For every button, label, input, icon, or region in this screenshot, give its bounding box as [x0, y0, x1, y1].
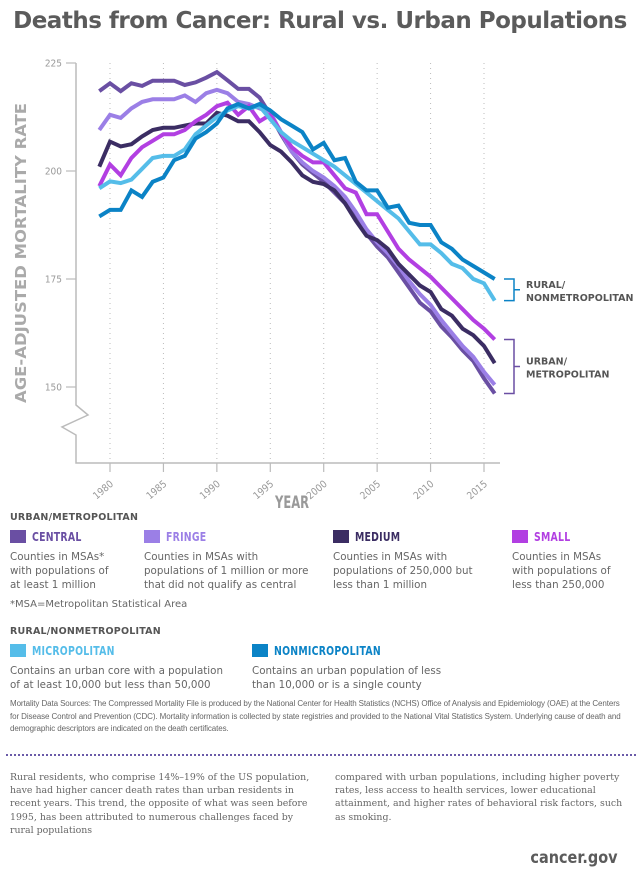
series-line-small	[97, 100, 497, 341]
legend-item-central: CENTRAL Counties in MSAs* with population…	[10, 528, 140, 592]
x-axis-label: YEAR	[274, 493, 309, 510]
annotations: RURAL/NONMETROPOLITAN URBAN/METROPOLITAN	[504, 278, 634, 395]
annotation-label: METROPOLITAN	[526, 369, 610, 380]
legend-swatch	[10, 530, 26, 544]
x-tick-label: 2015	[465, 479, 490, 502]
urban-legend-heading: URBAN/METROPOLITAN	[10, 512, 139, 523]
grid-lines	[109, 63, 485, 463]
legend-desc: Counties in MSAs with populations of less …	[512, 551, 611, 591]
axis-lines	[60, 63, 500, 464]
legend-item-small: SMALL Counties in MSAs with populations o…	[512, 528, 637, 592]
msa-footnote: *MSA=Metropolitan Statistical Area	[10, 599, 188, 610]
chart-title: Deaths from Cancer: Rural vs. Urban Popu…	[13, 8, 627, 34]
x-tick-label: 2005	[358, 479, 383, 502]
legend-name: NONMICROPOLITAN	[274, 643, 381, 658]
legend-name: FRINGE	[166, 529, 207, 544]
bracket	[504, 278, 520, 302]
legend-swatch	[333, 530, 349, 544]
legend-item-fringe: FRINGE Counties in MSAs with populations …	[144, 528, 324, 592]
legend-desc: Contains an urban core with a population…	[10, 665, 223, 691]
y-tick-label: 175	[45, 275, 62, 286]
x-tick-label: 1980	[91, 479, 116, 502]
bracket	[504, 338, 520, 395]
x-tick-label: 1995	[252, 479, 277, 502]
rural-legend-heading: RURAL/NONMETROPOLITAN	[10, 626, 161, 637]
legend-swatch	[144, 530, 160, 544]
cancer-gov-logo: cancer.gov	[530, 848, 618, 868]
legend-desc: Counties in MSAs with populations of 250,…	[333, 551, 473, 591]
y-tick-label: 150	[45, 383, 62, 394]
legend-item-medium: MEDIUM Counties in MSAs with populations …	[333, 528, 503, 592]
data-sources-note: Mortality Data Sources: The Compressed M…	[10, 699, 621, 733]
annotation-label: URBAN/	[526, 356, 568, 367]
dotted-divider	[6, 754, 636, 756]
series-line-micropolitan	[98, 103, 497, 302]
body-text-column-2: compared with urban populations, includi…	[335, 772, 623, 823]
annotation-label: RURAL/	[526, 280, 566, 291]
x-tick-label: 1985	[145, 479, 170, 502]
body-text-column-1: Rural residents, who comprise 14%–19% of…	[10, 772, 310, 836]
y-tick-label: 200	[45, 167, 62, 178]
legend-item-nonmicropolitan: NONMICROPOLITAN Contains an urban popula…	[252, 642, 492, 692]
legend-desc: Counties in MSAs* with populations of at l…	[10, 551, 109, 591]
legend-name: CENTRAL	[32, 529, 82, 544]
series-line-fringe	[97, 87, 497, 387]
legend-swatch	[512, 530, 528, 544]
legend-item-micropolitan: MICROPOLITAN Contains an urban core with…	[10, 642, 250, 692]
legend-swatch	[252, 644, 268, 658]
legend-name: MICROPOLITAN	[32, 643, 115, 658]
legend-desc: Counties in MSAs with populations of 1 mi…	[144, 551, 309, 591]
series-group	[97, 69, 497, 395]
series-line-medium	[97, 110, 497, 365]
y-axis-label: AGE-ADJUSTED MORTALITY RATE	[12, 103, 30, 403]
series-line-nonmicropolitan	[98, 101, 496, 281]
y-tick-label: 225	[45, 59, 62, 70]
x-tick-label: 1990	[198, 479, 223, 502]
legend-desc: Contains an urban population of less than…	[252, 665, 442, 691]
legend-name: MEDIUM	[355, 529, 401, 544]
legend-name: SMALL	[534, 529, 571, 544]
x-tick-label: 2010	[412, 479, 437, 502]
legend-swatch	[10, 644, 26, 658]
annotation-label: NONMETROPOLITAN	[526, 293, 634, 304]
